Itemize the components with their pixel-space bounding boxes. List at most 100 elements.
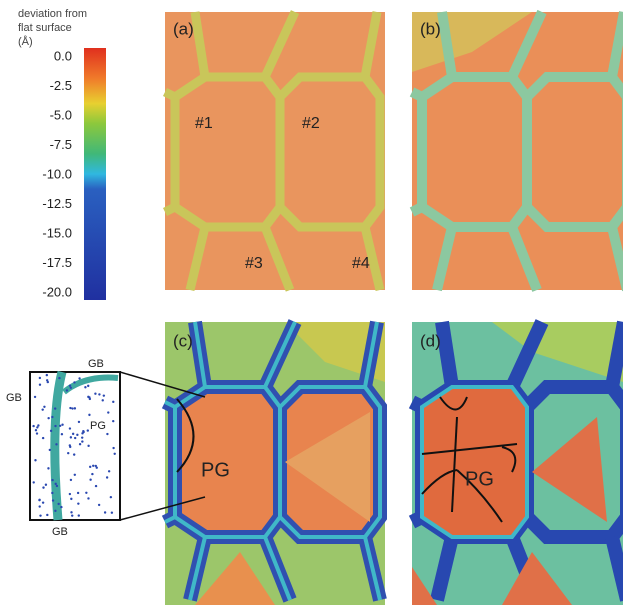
atom (98, 504, 100, 506)
atom (54, 510, 56, 512)
grain-label: #1 (195, 115, 213, 132)
atom (74, 437, 76, 439)
atom (36, 426, 38, 428)
atom (69, 385, 71, 387)
atom (36, 432, 38, 434)
colorbar-ticks: 0.0-2.5-5.0-7.5-10.0-12.5-15.0-17.5-20.0 (42, 48, 72, 299)
atom (42, 501, 44, 503)
colorbar-tick-label: -20.0 (42, 284, 72, 299)
atom (106, 433, 108, 435)
colorbar-tick-label: -17.5 (42, 255, 72, 270)
colorbar-tick-label: -2.5 (50, 78, 72, 93)
atom (98, 393, 100, 395)
atom (88, 414, 90, 416)
atom (112, 401, 114, 403)
atom (91, 473, 93, 475)
atom (87, 429, 89, 431)
annotation: PG (201, 459, 230, 481)
atom (74, 474, 76, 476)
atom (71, 407, 73, 409)
colorbar-scale (84, 48, 106, 300)
atom (52, 499, 54, 501)
atom (107, 411, 109, 413)
atom (89, 466, 91, 468)
atom (70, 436, 72, 438)
colorbar-tick-label: -7.5 (50, 137, 72, 152)
atom (77, 492, 79, 494)
atom (46, 379, 48, 381)
atom (106, 476, 108, 478)
atom (51, 492, 53, 494)
atom (82, 430, 84, 432)
panel-label: (b) (420, 19, 441, 38)
annotation: PG (465, 468, 494, 490)
atom (34, 396, 36, 398)
atom (50, 430, 52, 432)
atom (87, 497, 89, 499)
colorbar-title: flat surface (18, 22, 72, 34)
atom (39, 377, 41, 379)
atom (41, 408, 43, 410)
atom (58, 377, 60, 379)
atom (73, 453, 75, 455)
panel-label: (a) (173, 19, 194, 38)
atom (51, 416, 53, 418)
atom (39, 514, 41, 516)
grain-label: #2 (302, 115, 320, 132)
colorbar-tick-label: -12.5 (42, 196, 72, 211)
atom (42, 486, 44, 488)
colorbar-title: deviation from (18, 8, 87, 20)
atom (71, 514, 73, 516)
panel-b: (b) (412, 12, 623, 290)
atom (103, 394, 105, 396)
atom (111, 512, 113, 514)
colorbar-tick-label: -10.0 (42, 166, 72, 181)
atom (73, 381, 75, 383)
atom (51, 479, 53, 481)
atom (77, 502, 79, 504)
atom (92, 465, 94, 467)
atom (69, 427, 71, 429)
atom (78, 377, 80, 379)
atom (61, 433, 63, 435)
atom (114, 453, 116, 455)
atom (69, 444, 71, 446)
colorbar-tick-label: -5.0 (50, 107, 72, 122)
atom (56, 485, 58, 487)
colorbar-title: (Å) (18, 35, 33, 48)
atom (34, 459, 36, 461)
atom (66, 389, 68, 391)
atom (45, 484, 47, 486)
atom (38, 505, 40, 507)
panel-a: (a) #1 #2 #3 #4 (165, 12, 385, 290)
atom (70, 511, 72, 513)
atom (110, 496, 112, 498)
atom (95, 485, 97, 487)
atom (69, 493, 71, 495)
inset-frame (30, 372, 120, 520)
atom (35, 429, 37, 431)
atom (49, 449, 51, 451)
atom (81, 436, 83, 438)
atom (47, 417, 49, 419)
inset-label: PG (90, 420, 106, 432)
atom (94, 393, 96, 395)
atom (59, 425, 61, 427)
atom (70, 479, 72, 481)
atom (74, 407, 76, 409)
atom (85, 492, 87, 494)
atom (76, 434, 78, 436)
atom (42, 437, 44, 439)
atom (79, 443, 81, 445)
atom (87, 445, 89, 447)
colorbar: deviation from flat surface (Å) 0.0-2.5-… (18, 8, 106, 300)
atom (108, 470, 110, 472)
atom (43, 406, 45, 408)
atom (46, 374, 48, 376)
inset-label: GB (52, 526, 68, 538)
atom (112, 420, 114, 422)
atom (78, 421, 80, 423)
atom (61, 424, 63, 426)
grain-label: #4 (352, 255, 370, 272)
panel-d: (d) PG (412, 322, 623, 605)
